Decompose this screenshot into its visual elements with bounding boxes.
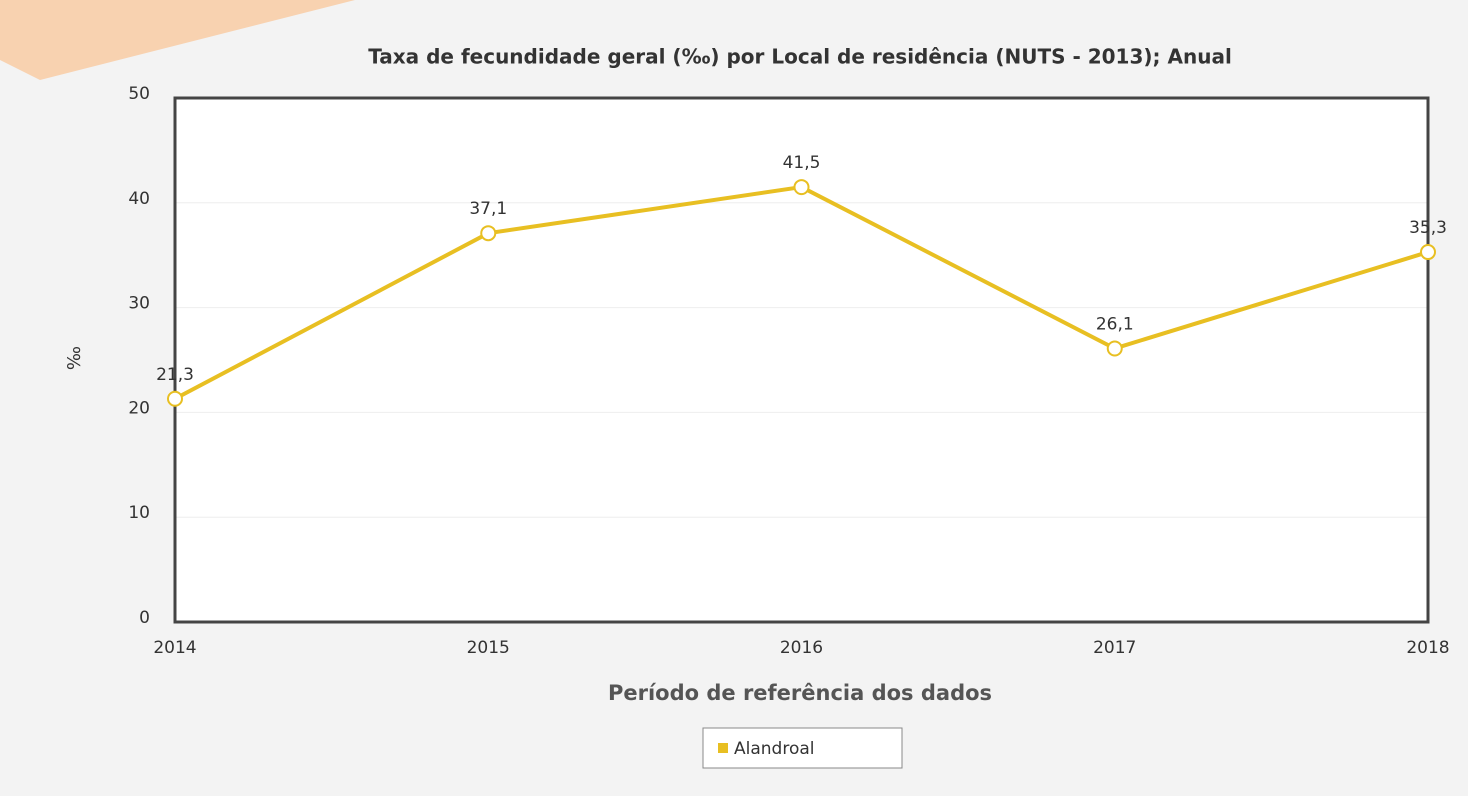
x-tick-label: 2016 (780, 638, 823, 658)
legend-box (702, 727, 903, 769)
plot-area (175, 98, 1428, 622)
x-axis-label: Período de referência dos dados (608, 681, 992, 705)
data-label: 21,3 (156, 365, 194, 385)
y-tick-label: 30 (128, 294, 150, 314)
y-tick-label: 20 (128, 398, 150, 418)
data-label: 37,1 (469, 199, 507, 219)
x-tick-label: 2017 (1093, 638, 1136, 658)
data-point (167, 390, 183, 407)
data-point (793, 179, 810, 196)
y-tick-label: 50 (128, 84, 150, 104)
y-tick-label: 10 (128, 503, 150, 523)
data-point (1106, 340, 1123, 357)
data-point (480, 225, 497, 242)
x-tick-label: 2015 (467, 638, 510, 658)
chart-title: Taxa de fecundidade geral (‰) por Local … (368, 45, 1232, 69)
data-label: 41,5 (783, 153, 821, 173)
decoration (0, 0, 355, 80)
data-label: 26,1 (1096, 314, 1134, 334)
data-point (1420, 244, 1436, 261)
legend-swatch (718, 743, 728, 753)
x-tick-label: 2014 (153, 638, 196, 658)
x-tick-label: 2018 (1406, 638, 1449, 658)
legend-label: Alandroal (734, 739, 815, 759)
y-tick-label: 0 (139, 608, 150, 628)
data-label: 35,3 (1409, 218, 1447, 238)
plot-border (173, 96, 1430, 624)
y-tick-label: 40 (128, 189, 150, 209)
y-axis-label: ‰ (64, 346, 85, 370)
